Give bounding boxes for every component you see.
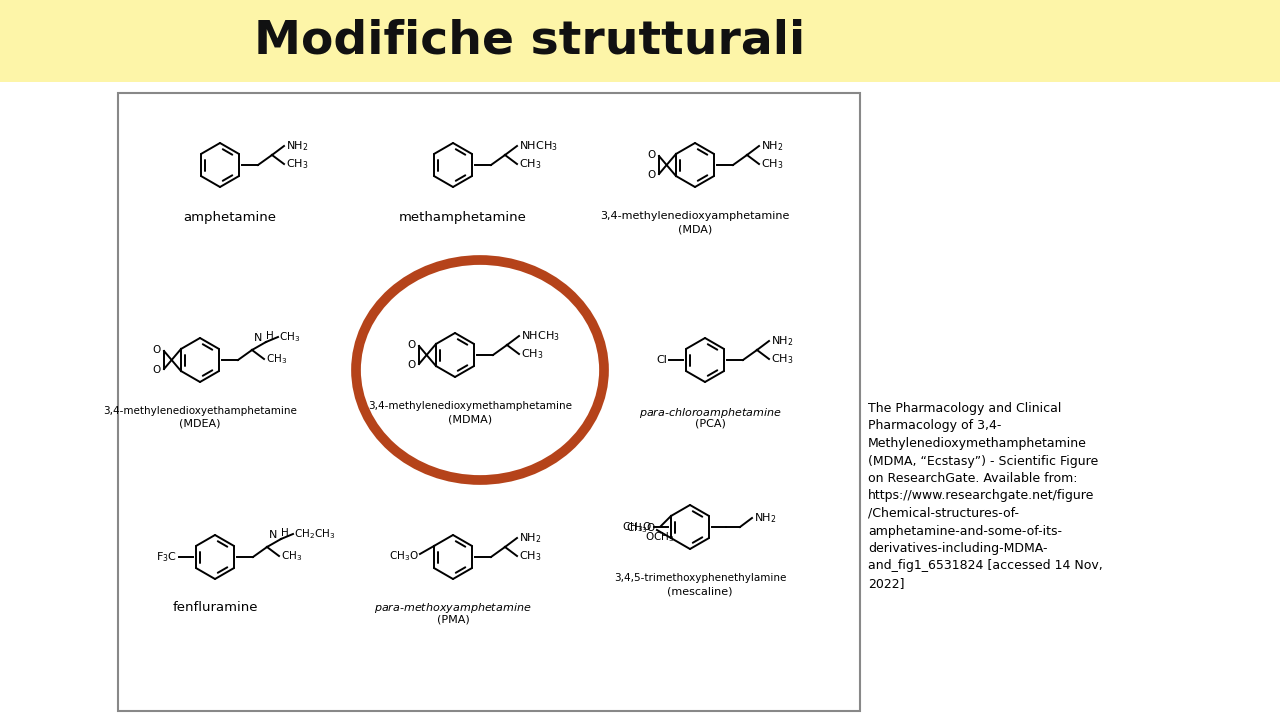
- Text: The Pharmacology and Clinical
Pharmacology of 3,4-
Methylenedioxymethamphetamine: The Pharmacology and Clinical Pharmacolo…: [868, 402, 1103, 590]
- Text: CH$_3$: CH$_3$: [282, 549, 302, 563]
- Text: NH$_2$: NH$_2$: [771, 334, 794, 348]
- Text: (MDMA): (MDMA): [448, 414, 492, 424]
- Text: N: N: [253, 333, 262, 343]
- Text: (PMA): (PMA): [436, 614, 470, 624]
- Text: F$_3$C: F$_3$C: [156, 550, 177, 564]
- Text: N: N: [269, 530, 278, 540]
- Text: $para$-chloroamphetamine: $para$-chloroamphetamine: [639, 406, 781, 420]
- Text: CH$_3$: CH$_3$: [279, 330, 301, 344]
- Text: CH$_3$: CH$_3$: [518, 549, 541, 563]
- Text: CH$_3$: CH$_3$: [518, 157, 541, 171]
- Text: OCH$_3$: OCH$_3$: [645, 530, 675, 544]
- Text: O: O: [152, 345, 161, 355]
- Text: H: H: [266, 331, 274, 341]
- Text: H: H: [282, 528, 289, 538]
- Text: CH$_3$O: CH$_3$O: [626, 521, 655, 535]
- Text: NH$_2$: NH$_2$: [285, 139, 308, 153]
- Text: (mescaline): (mescaline): [667, 586, 732, 596]
- Text: NH$_2$: NH$_2$: [754, 511, 777, 525]
- Text: CH$_3$: CH$_3$: [771, 352, 794, 366]
- Text: 3,4-methylenedioxyamphetamine: 3,4-methylenedioxyamphetamine: [600, 211, 790, 221]
- FancyBboxPatch shape: [118, 93, 860, 711]
- Text: NHCH$_3$: NHCH$_3$: [518, 139, 558, 153]
- Text: 3,4-methylenedioxymethamphetamine: 3,4-methylenedioxymethamphetamine: [369, 401, 572, 411]
- Text: $para$-methoxyamphetamine: $para$-methoxyamphetamine: [374, 601, 531, 615]
- Text: 3,4,5-trimethoxyphenethylamine: 3,4,5-trimethoxyphenethylamine: [614, 573, 786, 583]
- Text: O: O: [408, 340, 416, 350]
- Text: O: O: [408, 360, 416, 370]
- Text: CH$_3$: CH$_3$: [285, 157, 308, 171]
- Text: CH$_3$: CH$_3$: [266, 352, 287, 366]
- Text: O: O: [648, 150, 657, 160]
- Text: fenfluramine: fenfluramine: [173, 601, 257, 614]
- Text: CH$_3$O: CH$_3$O: [389, 549, 419, 563]
- Text: CH$_3$: CH$_3$: [762, 157, 783, 171]
- Text: NHCH$_3$: NHCH$_3$: [521, 329, 559, 343]
- Text: 3,4-methylenedioxyethamphetamine: 3,4-methylenedioxyethamphetamine: [104, 406, 297, 416]
- Text: O: O: [152, 365, 161, 375]
- Text: (MDEA): (MDEA): [179, 419, 220, 429]
- Text: NH$_2$: NH$_2$: [518, 531, 541, 545]
- Text: CH$_3$: CH$_3$: [521, 347, 544, 361]
- Text: O: O: [648, 170, 657, 180]
- Text: Modifiche strutturali: Modifiche strutturali: [255, 19, 805, 63]
- Text: CH$_2$CH$_3$: CH$_2$CH$_3$: [294, 527, 335, 541]
- Text: (MDA): (MDA): [678, 224, 712, 234]
- Text: amphetamine: amphetamine: [183, 211, 276, 224]
- Text: Cl: Cl: [657, 355, 667, 365]
- FancyBboxPatch shape: [0, 0, 1280, 82]
- Text: methamphetamine: methamphetamine: [399, 211, 527, 224]
- Text: NH$_2$: NH$_2$: [762, 139, 783, 153]
- Text: CH$_3$O: CH$_3$O: [622, 520, 652, 534]
- Text: (PCA): (PCA): [695, 419, 726, 429]
